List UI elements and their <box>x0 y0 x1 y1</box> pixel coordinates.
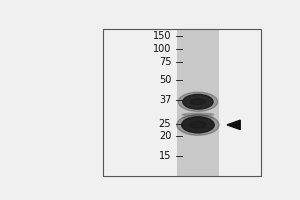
Text: 25: 25 <box>159 119 171 129</box>
Ellipse shape <box>182 113 214 116</box>
Text: 37: 37 <box>159 95 171 105</box>
Bar <box>177 29 219 176</box>
Text: 50: 50 <box>159 75 171 85</box>
Text: 15: 15 <box>159 151 171 161</box>
Text: 150: 150 <box>153 31 171 41</box>
Ellipse shape <box>182 116 214 119</box>
Ellipse shape <box>190 99 206 105</box>
Ellipse shape <box>183 94 213 109</box>
Ellipse shape <box>190 122 206 128</box>
Ellipse shape <box>182 117 214 133</box>
Polygon shape <box>227 120 240 130</box>
Text: 75: 75 <box>159 57 171 67</box>
Ellipse shape <box>178 92 218 111</box>
Bar <box>103 29 261 176</box>
Ellipse shape <box>177 114 219 135</box>
Text: 20: 20 <box>159 131 171 141</box>
Text: 100: 100 <box>153 44 171 54</box>
